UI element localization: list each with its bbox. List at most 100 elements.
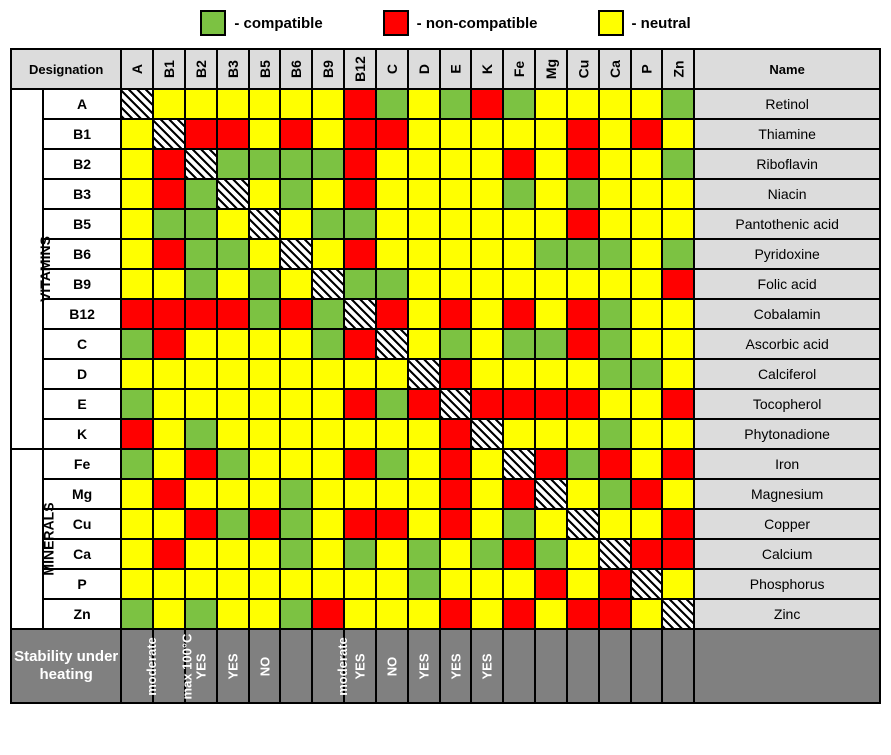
matrix-cell [567, 479, 599, 509]
matrix-cell [217, 509, 249, 539]
matrix-cell [440, 419, 472, 449]
matrix-cell [440, 149, 472, 179]
matrix-cell [280, 389, 312, 419]
matrix-cell [312, 269, 344, 299]
matrix-cell [567, 179, 599, 209]
matrix-cell [153, 119, 185, 149]
matrix-cell [408, 509, 440, 539]
matrix-cell [503, 389, 535, 419]
matrix-cell [280, 239, 312, 269]
matrix-cell [567, 149, 599, 179]
table-row: PPhosphorus [11, 569, 880, 599]
matrix-cell [280, 569, 312, 599]
matrix-cell [599, 269, 631, 299]
col-head: Cu [567, 49, 599, 89]
matrix-cell [503, 329, 535, 359]
matrix-cell [344, 539, 376, 569]
stability-name-blank [694, 629, 880, 703]
table-row: MgMagnesium [11, 479, 880, 509]
matrix-cell [312, 209, 344, 239]
matrix-cell [312, 119, 344, 149]
row-name: Copper [694, 509, 880, 539]
matrix-cell [503, 299, 535, 329]
matrix-cell [662, 299, 694, 329]
matrix-cell [662, 359, 694, 389]
matrix-cell [408, 299, 440, 329]
matrix-cell [535, 449, 567, 479]
matrix-cell [503, 449, 535, 479]
matrix-cell [567, 269, 599, 299]
matrix-cell [408, 419, 440, 449]
matrix-cell [567, 389, 599, 419]
matrix-cell [376, 149, 408, 179]
col-head: B6 [280, 49, 312, 89]
matrix-cell [662, 389, 694, 419]
legend-swatch-compatible [200, 10, 226, 36]
matrix-cell [217, 389, 249, 419]
matrix-cell [503, 359, 535, 389]
matrix-cell [153, 599, 185, 629]
matrix-cell [249, 269, 281, 299]
matrix-cell [471, 479, 503, 509]
row-name: Phytonadione [694, 419, 880, 449]
matrix-cell [567, 449, 599, 479]
matrix-cell [249, 89, 281, 119]
matrix-cell [121, 419, 153, 449]
stability-cell [599, 629, 631, 703]
matrix-cell [631, 209, 663, 239]
matrix-cell [408, 479, 440, 509]
matrix-cell [440, 539, 472, 569]
matrix-cell [312, 569, 344, 599]
matrix-cell [503, 599, 535, 629]
matrix-cell [185, 359, 217, 389]
matrix-cell [535, 419, 567, 449]
matrix-cell [631, 389, 663, 419]
matrix-cell [599, 209, 631, 239]
matrix-cell [631, 359, 663, 389]
matrix-cell [249, 389, 281, 419]
legend-swatch-neutral [598, 10, 624, 36]
matrix-cell [440, 359, 472, 389]
matrix-cell [217, 239, 249, 269]
matrix-cell [440, 89, 472, 119]
stability-cell: moderate [121, 629, 153, 703]
header-name: Name [694, 49, 880, 89]
row-designation: B12 [43, 299, 122, 329]
matrix-cell [535, 209, 567, 239]
matrix-cell [408, 269, 440, 299]
matrix-cell [662, 539, 694, 569]
matrix-cell [631, 419, 663, 449]
matrix-cell [185, 329, 217, 359]
table-row: DCalciferol [11, 359, 880, 389]
stability-cell [280, 629, 312, 703]
matrix-cell [471, 209, 503, 239]
matrix-cell [217, 179, 249, 209]
matrix-cell [599, 299, 631, 329]
matrix-cell [344, 299, 376, 329]
col-head: D [408, 49, 440, 89]
matrix-cell [440, 119, 472, 149]
col-head: B9 [312, 49, 344, 89]
row-name: Magnesium [694, 479, 880, 509]
stability-cell: moderate [312, 629, 344, 703]
row-name: Niacin [694, 179, 880, 209]
matrix-cell [121, 509, 153, 539]
matrix-cell [121, 389, 153, 419]
matrix-cell [185, 389, 217, 419]
matrix-cell [280, 449, 312, 479]
stability-label: Stability under heating [11, 629, 121, 703]
matrix-cell [249, 569, 281, 599]
matrix-cell [376, 419, 408, 449]
matrix-cell [217, 569, 249, 599]
matrix-cell [185, 89, 217, 119]
table-row: VITAMINSARetinol [11, 89, 880, 119]
legend-label-compatible: - compatible [234, 15, 322, 32]
matrix-cell [217, 479, 249, 509]
matrix-cell [599, 389, 631, 419]
matrix-cell [599, 539, 631, 569]
matrix-cell [440, 509, 472, 539]
matrix-cell [440, 269, 472, 299]
matrix-cell [280, 209, 312, 239]
matrix-cell [535, 509, 567, 539]
matrix-cell [408, 539, 440, 569]
